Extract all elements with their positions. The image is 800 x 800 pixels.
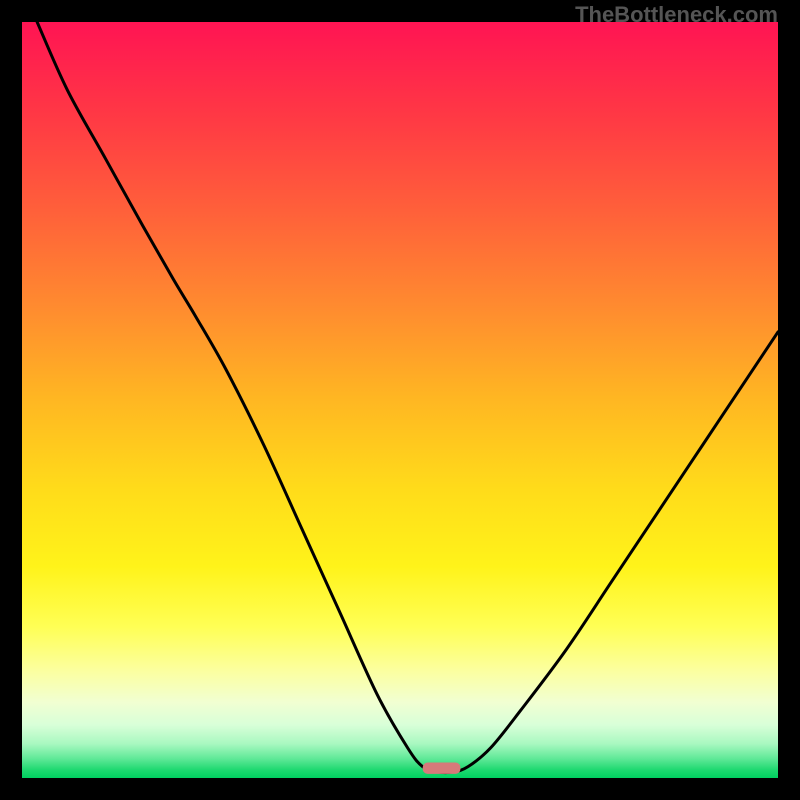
- chart-svg: [22, 22, 778, 778]
- gradient-background: [22, 22, 778, 778]
- chart-container: TheBottleneck.com: [0, 0, 800, 800]
- watermark-text: TheBottleneck.com: [575, 2, 778, 28]
- plot-area: [22, 22, 778, 778]
- optimal-marker: [423, 763, 461, 774]
